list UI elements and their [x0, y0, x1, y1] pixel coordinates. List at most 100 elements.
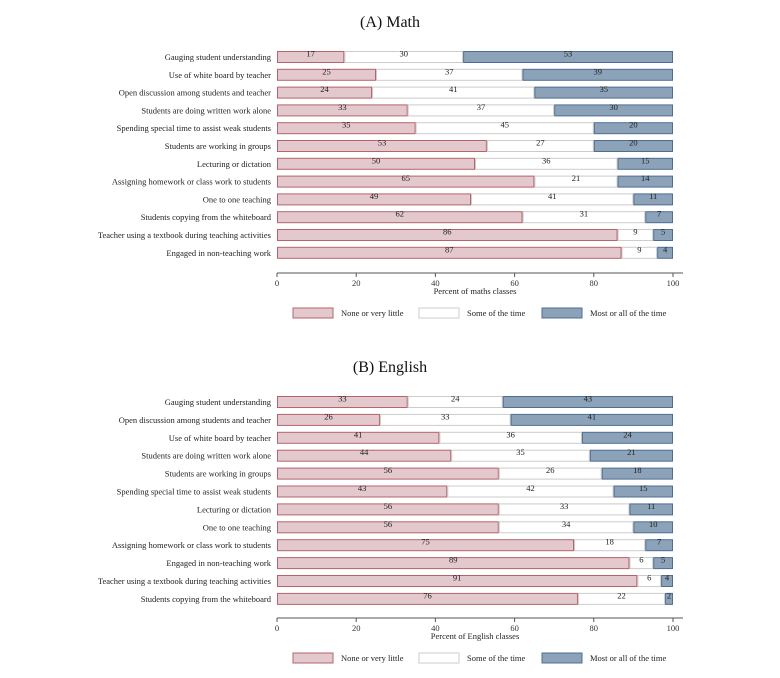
category-label: Engaged in non-teaching work — [166, 558, 271, 568]
bar-segment-some — [407, 104, 555, 117]
bar-segment-none — [277, 575, 638, 587]
category-label: Open discussion among students and teach… — [119, 88, 271, 98]
bar-row: Lecturing or dictation 56 33 11 — [197, 501, 674, 516]
data-label: 56 — [384, 465, 393, 475]
bar-segment-most — [593, 122, 673, 135]
x-tick-label: 100 — [667, 623, 680, 633]
bar-row: Engaged in non-teaching work 87 9 4 — [166, 244, 673, 259]
bar-segment-some — [617, 229, 654, 241]
legend-item-most: Most or all of the time — [541, 652, 666, 664]
data-label: 53 — [564, 49, 573, 59]
data-label: 37 — [477, 102, 486, 112]
bar-segment-some — [621, 246, 658, 259]
data-label: 87 — [445, 244, 454, 254]
bar-segment-none — [277, 104, 408, 117]
bar-segment-none — [277, 413, 380, 426]
x-tick-label: 40 — [431, 278, 440, 288]
bar-segment-none — [277, 122, 416, 135]
data-label: 35 — [342, 120, 351, 130]
bar-segment-some — [637, 575, 662, 587]
category-label: Assigning homework or class work to stud… — [112, 540, 271, 550]
x-axis-label: Percent of maths classes — [434, 286, 517, 296]
x-tick-label: 80 — [590, 623, 599, 633]
data-label: 20 — [629, 120, 638, 130]
bar-segment-most — [589, 449, 674, 462]
data-label: 24 — [451, 394, 460, 404]
bar-segment-most — [653, 557, 674, 570]
bar-segment-none — [277, 51, 345, 63]
category-label: Use of white board by teacher — [169, 70, 271, 80]
bar-segment-none — [277, 592, 578, 605]
data-label: 26 — [324, 411, 333, 421]
bar-segment-some — [372, 86, 535, 99]
data-label: 5 — [661, 555, 665, 565]
bar-row: Open discussion among students and teach… — [119, 411, 674, 426]
data-label: 39 — [594, 66, 603, 76]
bar-row: Students are working in groups 56 26 18 — [165, 465, 673, 480]
legend-item-none: None or very little — [292, 652, 404, 664]
bar-segment-some — [451, 449, 590, 462]
data-label: 14 — [641, 173, 650, 183]
bar-segment-some — [376, 68, 523, 81]
bar-segment-none — [277, 449, 452, 462]
bar-segment-most — [633, 521, 674, 534]
x-tick-label: 0 — [275, 623, 279, 633]
data-label: 36 — [542, 155, 551, 165]
data-label: 17 — [306, 49, 315, 59]
data-label: 15 — [641, 155, 650, 165]
data-label: 4 — [663, 244, 668, 254]
data-label: 6 — [639, 555, 643, 565]
bar-row: Use of white board by teacher 25 37 39 — [169, 66, 674, 81]
bar-segment-most — [645, 539, 674, 552]
category-label: Spending special time to assist weak stu… — [117, 123, 271, 133]
data-label: 4 — [665, 573, 670, 583]
category-label: Gauging student understanding — [165, 397, 272, 407]
bar-segment-some — [407, 396, 503, 408]
bar-row: Assigning homework or class work to stud… — [112, 173, 673, 188]
bar-segment-most — [554, 104, 674, 117]
bar-segment-most — [613, 485, 673, 498]
data-label: 21 — [572, 173, 581, 183]
legend-item-some: Some of the time — [418, 307, 526, 319]
legend-label: Most or all of the time — [590, 653, 666, 663]
data-label: 31 — [580, 209, 589, 219]
x-tick-label: 60 — [510, 278, 519, 288]
data-label: 24 — [623, 429, 632, 439]
category-label: Students are working in groups — [165, 141, 271, 151]
category-label: Gauging student understanding — [165, 52, 272, 62]
legend-label: None or very little — [341, 308, 404, 318]
data-label: 35 — [516, 447, 525, 457]
data-label: 65 — [401, 173, 410, 183]
data-label: 42 — [526, 483, 535, 493]
category-label: Open discussion among students and teach… — [119, 415, 271, 425]
data-label: 7 — [657, 209, 661, 219]
legend-label: None or very little — [341, 653, 404, 663]
bar-row: Open discussion among students and teach… — [119, 84, 674, 99]
bar-segment-most — [645, 211, 674, 224]
bar-row: Teacher using a textbook during teaching… — [98, 227, 674, 241]
bar-segment-some — [344, 51, 464, 63]
legend-swatch — [292, 652, 334, 664]
category-label: Lecturing or dictation — [197, 159, 272, 169]
bar-segment-some — [379, 413, 511, 426]
data-label: 41 — [354, 429, 363, 439]
legend-swatch — [292, 307, 334, 319]
data-label: 35 — [599, 84, 608, 94]
data-label: 15 — [639, 483, 648, 493]
data-label: 22 — [617, 590, 626, 600]
chart-title: (B) English — [353, 359, 427, 376]
bar-segment-most — [502, 396, 673, 408]
x-tick-label: 40 — [431, 623, 440, 633]
bar-segment-some — [498, 467, 602, 480]
bar-segment-none — [277, 193, 472, 206]
bar-segment-most — [657, 246, 673, 259]
category-label: Use of white board by teacher — [169, 433, 271, 443]
data-label: 5 — [661, 227, 665, 237]
data-label: 33 — [338, 102, 347, 112]
data-label: 41 — [588, 411, 597, 421]
data-label: 91 — [453, 573, 462, 583]
bar-segment-none — [277, 557, 630, 570]
x-axis: 0 20 40 60 80 100 Percent of English classes — [275, 617, 683, 641]
legend-item-most: Most or all of the time — [541, 307, 666, 319]
legend: None or very little Some of the time Most … — [292, 652, 666, 664]
